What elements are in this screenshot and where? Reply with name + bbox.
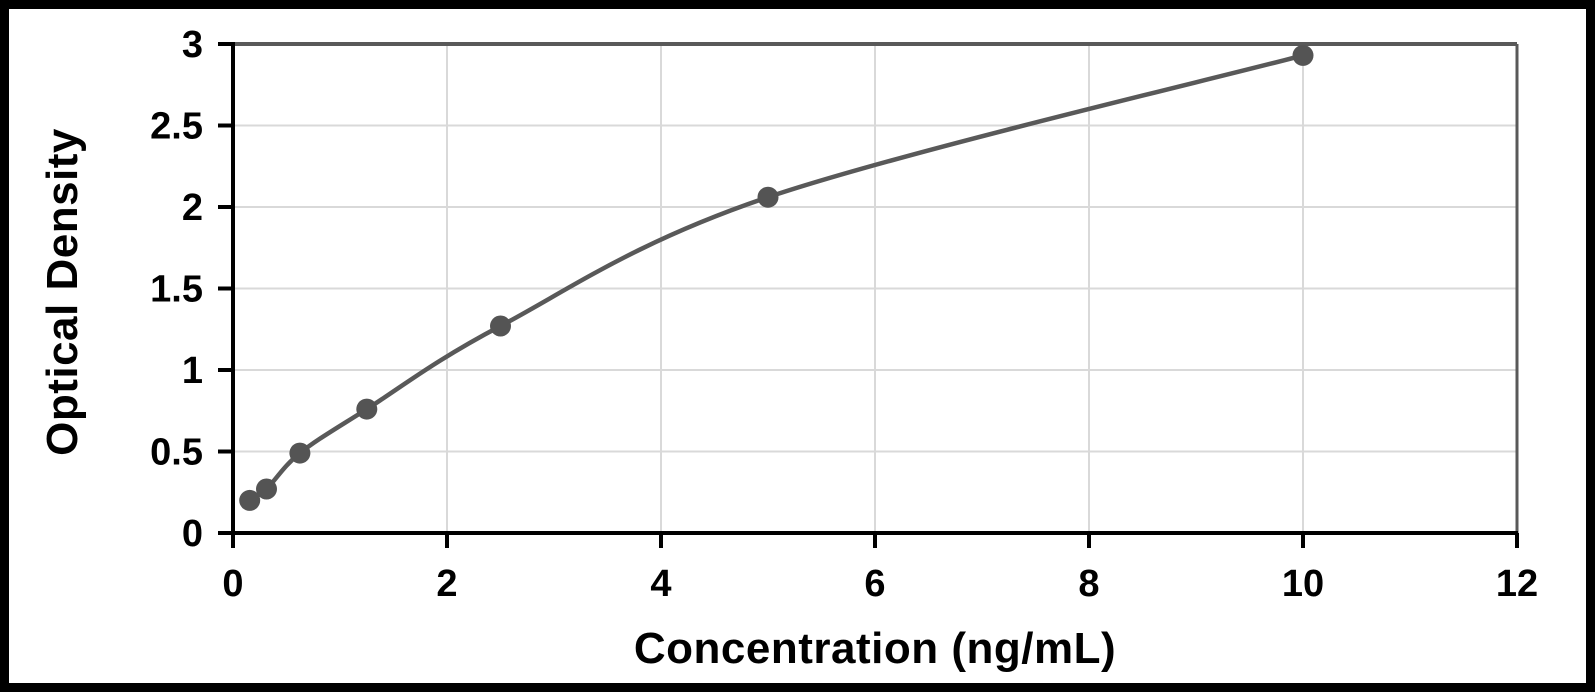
x-tick-label: 4 bbox=[650, 563, 671, 605]
x-tick-label: 10 bbox=[1282, 563, 1324, 605]
y-tick-label: 0.5 bbox=[150, 432, 203, 474]
x-tick-label: 2 bbox=[436, 563, 457, 605]
data-point-marker bbox=[1292, 44, 1314, 66]
x-tick-label: 8 bbox=[1078, 563, 1099, 605]
x-tick-label: 6 bbox=[864, 563, 885, 605]
standard-curve-line bbox=[247, 53, 1306, 503]
data-point-marker bbox=[256, 478, 277, 500]
y-tick-label: 2.5 bbox=[150, 106, 203, 148]
data-point-marker bbox=[289, 442, 311, 464]
data-point-marker bbox=[239, 489, 261, 511]
y-tick-label: 1.5 bbox=[150, 269, 203, 311]
y-tick-label: 0 bbox=[182, 513, 203, 555]
x-tick-label: 12 bbox=[1496, 563, 1538, 605]
y-tick-label: 3 bbox=[182, 24, 203, 66]
y-tick-label: 2 bbox=[182, 187, 203, 229]
y-tick-label: 1 bbox=[182, 350, 203, 392]
data-point-marker bbox=[490, 315, 511, 337]
data-point-marker bbox=[356, 398, 378, 420]
x-axis-title: Concentration (ng/mL) bbox=[633, 624, 1117, 673]
x-tick-label: 0 bbox=[222, 563, 243, 605]
y-axis-title: Optical Density bbox=[38, 128, 87, 456]
data-point-marker bbox=[757, 186, 779, 208]
